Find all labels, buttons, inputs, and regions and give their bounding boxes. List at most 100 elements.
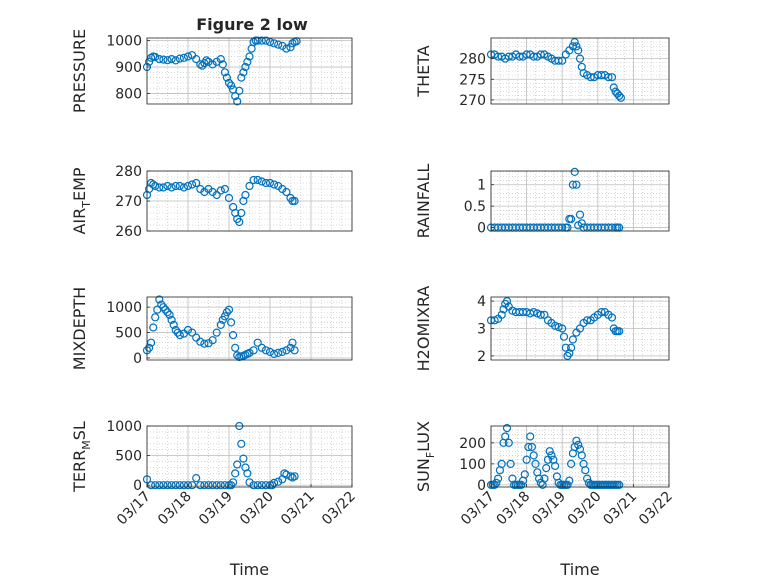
data-point	[568, 180, 578, 189]
data-point	[220, 312, 229, 321]
subplot-mixdepth: 0 500 1000 MIXDEPTH	[70, 287, 353, 370]
data-point	[575, 324, 585, 333]
x-tick-label: 03/17	[114, 489, 154, 529]
y-axis-label: THETA	[414, 45, 433, 97]
data-point	[520, 470, 529, 479]
data-point	[171, 56, 180, 65]
data-point	[504, 438, 513, 447]
data-point	[155, 295, 164, 304]
y-tick-label: 275	[459, 72, 486, 88]
data-point	[497, 459, 506, 468]
data-point	[151, 313, 160, 322]
data-series-air-temp	[142, 175, 299, 227]
data-point	[249, 175, 258, 185]
y-tick-label: 3	[477, 322, 486, 338]
y-tick-label: 4	[477, 294, 486, 310]
y-tick-label: 1000	[106, 34, 142, 50]
y-tick-label: 500	[115, 449, 142, 465]
subplot-theta: 270 275 280 THETA	[414, 37, 670, 109]
data-point	[220, 184, 229, 194]
y-tick-label: 0	[133, 478, 142, 494]
data-point	[282, 44, 291, 53]
y-axis-label: TERRMSL	[70, 421, 93, 493]
x-tick-label: 03/22	[319, 489, 359, 529]
data-point	[542, 464, 551, 473]
data-point	[227, 81, 236, 90]
data-point	[167, 315, 176, 324]
data-point	[163, 308, 172, 317]
y-tick-label: 2	[477, 349, 486, 365]
data-point	[286, 472, 295, 481]
data-point	[270, 349, 279, 358]
data-point	[288, 338, 297, 347]
x-tick-label: 03/22	[636, 489, 676, 529]
data-point	[501, 432, 510, 441]
data-point	[582, 474, 592, 483]
data-point	[196, 481, 205, 490]
data-point	[527, 442, 537, 452]
data-point	[188, 481, 197, 490]
data-point	[502, 297, 512, 306]
data-point	[545, 447, 554, 456]
data-point	[558, 56, 567, 65]
data-point	[529, 308, 538, 317]
axes-box	[146, 425, 353, 488]
data-point	[229, 478, 238, 487]
data-point	[574, 46, 583, 55]
data-point	[208, 336, 217, 345]
data-point	[218, 60, 227, 69]
data-point	[550, 461, 560, 471]
data-point	[253, 175, 262, 185]
data-point	[504, 52, 513, 61]
data-point	[159, 55, 168, 64]
data-point	[159, 303, 168, 312]
data-point	[167, 183, 176, 192]
data-point	[151, 481, 160, 490]
data-point	[536, 310, 545, 319]
axes-box	[146, 37, 353, 105]
axes-box	[490, 425, 670, 488]
data-point	[572, 42, 581, 51]
data-point	[175, 54, 184, 63]
data-point	[270, 180, 279, 189]
y-tick-label: 100	[459, 457, 486, 473]
data-point	[265, 178, 275, 188]
data-point	[559, 332, 569, 341]
data-point	[261, 178, 270, 188]
data-point	[173, 328, 182, 337]
data-point	[233, 460, 242, 469]
data-point	[582, 316, 592, 325]
data-point	[515, 52, 524, 61]
data-point	[257, 177, 266, 186]
subplot-air-temp: 260 270 280 AIRTEMP	[70, 164, 353, 240]
data-series-terr-msl	[142, 421, 299, 490]
data-point	[192, 54, 201, 64]
y-tick-label: 500	[115, 326, 142, 342]
data-point	[249, 37, 258, 47]
data-point	[526, 432, 535, 441]
data-point	[604, 73, 613, 82]
data-point	[175, 481, 184, 490]
data-point	[161, 305, 170, 314]
y-tick-label: 280	[459, 52, 486, 68]
data-point	[554, 323, 563, 332]
y-tick-label: 900	[115, 60, 142, 76]
y-tick-label: 0.5	[464, 199, 486, 215]
data-point	[286, 343, 295, 352]
data-point	[547, 451, 556, 460]
data-point	[200, 481, 209, 490]
data-point	[179, 183, 188, 192]
data-point	[286, 43, 295, 52]
data-point	[288, 39, 297, 48]
data-point	[229, 331, 238, 340]
data-point	[212, 481, 221, 490]
data-point	[270, 39, 279, 48]
data-point	[597, 70, 606, 80]
x-axis-label: Time	[559, 560, 599, 579]
y-tick-label: 800	[115, 86, 142, 102]
data-point	[554, 56, 563, 65]
y-tick-label: 200	[459, 436, 486, 452]
data-point	[615, 91, 624, 100]
